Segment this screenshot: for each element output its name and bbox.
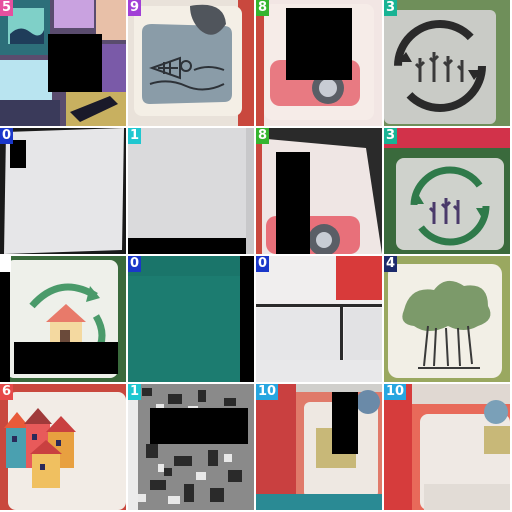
tile-label: 10 bbox=[256, 384, 279, 400]
tree-card-image bbox=[384, 256, 510, 382]
camera-card-image bbox=[256, 0, 382, 126]
houses-card-image bbox=[0, 384, 126, 510]
red-board-card-image bbox=[384, 384, 510, 510]
tile-15: 10 bbox=[256, 384, 382, 510]
tile-10: 0 bbox=[128, 256, 254, 382]
tile-label: 0 bbox=[0, 128, 14, 144]
tile-label: 1 bbox=[128, 384, 142, 400]
camera-card-image bbox=[256, 128, 382, 254]
blank-card-image bbox=[128, 128, 254, 254]
tile-8: 3 bbox=[384, 128, 510, 254]
fish-card-image bbox=[128, 0, 254, 126]
tile-label: 6 bbox=[0, 384, 14, 400]
noisy-masked-image bbox=[128, 384, 254, 510]
tile-label bbox=[0, 256, 11, 272]
stained-glass-image bbox=[0, 0, 126, 126]
tile-label: 1 bbox=[128, 128, 142, 144]
tile-label: 0 bbox=[128, 256, 142, 272]
tile-13: 6 bbox=[0, 384, 126, 510]
tile-14: 1 bbox=[128, 384, 254, 510]
tile-2: 9 bbox=[128, 0, 254, 126]
tile-label: 9 bbox=[128, 0, 142, 16]
tile-label: 3 bbox=[384, 128, 398, 144]
tile-16: 10 bbox=[384, 384, 510, 510]
red-board-masked-image bbox=[256, 384, 382, 510]
tile-3: 8 bbox=[256, 0, 382, 126]
tile-7: 8 bbox=[256, 128, 382, 254]
tile-4: 3 bbox=[384, 0, 510, 126]
cactus-recycle-image bbox=[384, 0, 510, 126]
tile-label: 8 bbox=[256, 0, 270, 16]
tile-9 bbox=[0, 256, 126, 382]
tile-11: 0 bbox=[256, 256, 382, 382]
tile-1: 5 bbox=[0, 0, 126, 126]
cactus-recycle-image bbox=[384, 128, 510, 254]
tile-5: 0 bbox=[0, 128, 126, 254]
tile-label: 4 bbox=[384, 256, 398, 272]
blank-card-image bbox=[0, 128, 126, 254]
tile-label: 3 bbox=[384, 0, 398, 16]
tile-6: 1 bbox=[128, 128, 254, 254]
tile-label: 5 bbox=[0, 0, 14, 16]
tile-label: 10 bbox=[384, 384, 407, 400]
tile-label: 0 bbox=[256, 256, 270, 272]
teal-surface-image bbox=[128, 256, 254, 382]
tile-label: 8 bbox=[256, 128, 270, 144]
house-recycle-image bbox=[0, 256, 126, 382]
tile-12: 4 bbox=[384, 256, 510, 382]
card-corners-image bbox=[256, 256, 382, 382]
